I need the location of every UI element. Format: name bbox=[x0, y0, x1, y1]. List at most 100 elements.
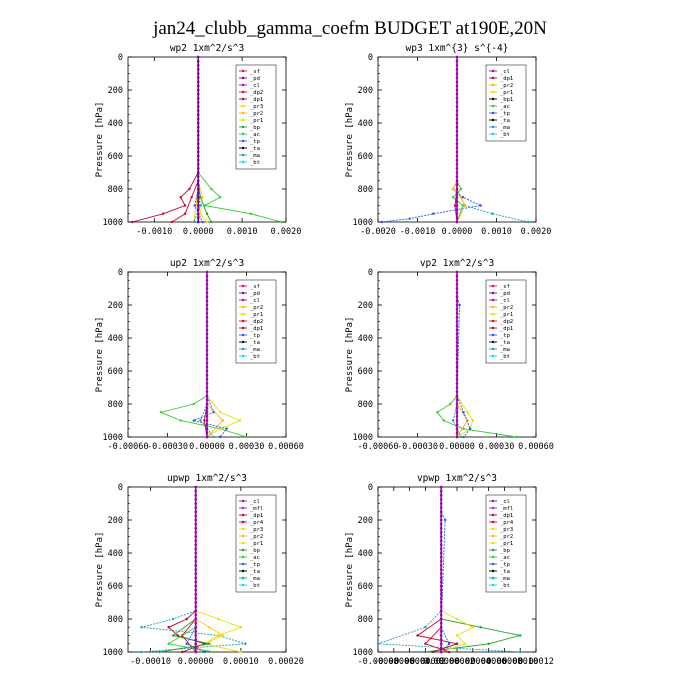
legend-marker bbox=[241, 305, 245, 309]
zero-profile-point bbox=[455, 270, 459, 274]
x-tick-label: 0.00002 bbox=[439, 657, 475, 667]
zero-profile-point bbox=[439, 514, 443, 518]
zero-profile-point bbox=[205, 320, 209, 323]
legend-marker bbox=[241, 146, 245, 150]
legend-label: _bt bbox=[500, 132, 510, 138]
zero-profile-point bbox=[455, 113, 459, 117]
legend: _cl_mfl_dp1_pr4_pr3_pr2_pr1_bp_ac_tp_ta_… bbox=[485, 494, 527, 593]
zero-profile-point bbox=[205, 435, 209, 439]
series-line bbox=[195, 487, 243, 653]
zero-profile-point bbox=[196, 117, 200, 121]
legend-marker bbox=[491, 104, 495, 108]
zero-profile-point bbox=[194, 485, 198, 489]
zero-profile-point bbox=[439, 547, 443, 551]
zero-profile-point bbox=[194, 617, 198, 621]
x-tick-label: 0.00060 bbox=[268, 442, 304, 452]
legend-marker bbox=[241, 354, 245, 358]
legend-marker bbox=[241, 319, 245, 323]
zero-profile-point bbox=[196, 191, 200, 195]
x-tick-label: -0.00030 bbox=[397, 442, 438, 452]
x-tick-label: 0.00008 bbox=[486, 657, 522, 667]
series-point bbox=[455, 634, 459, 637]
legend-marker bbox=[491, 583, 495, 587]
x-tick-label: -0.00004 bbox=[389, 657, 430, 667]
legend-label: _pr2 bbox=[250, 534, 263, 540]
y-tick-label: 1000 bbox=[353, 218, 373, 228]
legend-label: _ta bbox=[500, 118, 510, 124]
series-point bbox=[179, 196, 182, 199]
series-point bbox=[436, 411, 439, 414]
zero-profile-point bbox=[194, 522, 198, 526]
legend-marker bbox=[491, 90, 495, 94]
series-point bbox=[188, 187, 191, 191]
series-line bbox=[141, 487, 246, 653]
legend-marker bbox=[241, 69, 245, 73]
series-point bbox=[140, 650, 143, 654]
legend-marker bbox=[241, 499, 245, 503]
x-tick-label: 0.00000 bbox=[423, 657, 459, 667]
legend-marker bbox=[241, 291, 245, 295]
legend-marker bbox=[241, 534, 245, 538]
series-point bbox=[471, 626, 474, 629]
x-tick-label: 0.00030 bbox=[479, 442, 515, 452]
series-point bbox=[201, 196, 204, 199]
series-point bbox=[179, 419, 182, 422]
zero-profile-point bbox=[455, 76, 459, 79]
series-point bbox=[183, 212, 187, 215]
zero-profile-point bbox=[205, 369, 209, 373]
zero-profile-point bbox=[455, 109, 459, 112]
y-axis-label: Pressure [hPa] bbox=[345, 532, 355, 608]
zero-profile-point bbox=[455, 361, 459, 365]
legend-marker bbox=[491, 111, 495, 115]
y-axis-label: Pressure [hPa] bbox=[95, 532, 105, 608]
series-point bbox=[447, 642, 451, 645]
zero-profile-point bbox=[455, 208, 459, 211]
zero-profile-point bbox=[205, 398, 209, 402]
zero-profile-point bbox=[196, 68, 200, 71]
legend-marker bbox=[491, 312, 495, 316]
series-point bbox=[221, 634, 224, 637]
x-tick-label: 0.00006 bbox=[471, 657, 507, 667]
series-point bbox=[443, 518, 447, 522]
zero-profile-point bbox=[194, 646, 198, 650]
series-point bbox=[453, 204, 457, 207]
legend-label: _bp bbox=[250, 548, 260, 554]
zero-profile-point bbox=[455, 125, 459, 129]
x-tick-label: 0.0010 bbox=[227, 227, 258, 237]
legend-label: _tp bbox=[250, 562, 260, 568]
x-tick-label: 0.0000 bbox=[183, 227, 214, 237]
zero-profile-point bbox=[439, 601, 443, 604]
zero-profile-point bbox=[455, 410, 459, 414]
series-point bbox=[225, 427, 228, 430]
x-tick-label: -0.00030 bbox=[147, 442, 188, 452]
series-point bbox=[171, 617, 175, 621]
series-point bbox=[185, 617, 188, 621]
series-point bbox=[217, 617, 220, 621]
series-point bbox=[212, 435, 215, 439]
legend-marker bbox=[491, 520, 495, 524]
legend-label: _tp bbox=[250, 139, 260, 145]
zero-profile-point bbox=[196, 88, 200, 92]
series-point bbox=[479, 626, 482, 629]
zero-profile-point bbox=[194, 514, 198, 518]
series-point bbox=[468, 427, 472, 430]
x-tick-label: 0.0010 bbox=[481, 227, 512, 237]
series-pr2 bbox=[205, 272, 224, 439]
legend-label: _pd bbox=[250, 76, 260, 82]
zero-profile-point bbox=[205, 316, 209, 319]
chart-up2: up2 1xm^2/s^3 Pressure [hPa] 0 200 400 600 800… bbox=[95, 258, 304, 452]
zero-profile-point bbox=[455, 324, 459, 327]
series-point bbox=[424, 626, 427, 629]
legend: _sf_pd_cl_pr2_pr1_dp2_dp1_tp_ta_ma_bt bbox=[485, 279, 527, 364]
legend-marker bbox=[241, 76, 245, 80]
legend-marker bbox=[241, 312, 245, 316]
zero-profile-point bbox=[205, 406, 209, 410]
zero-profile-point bbox=[455, 150, 459, 154]
series-point bbox=[280, 220, 283, 224]
legend-marker bbox=[241, 97, 245, 101]
series-point bbox=[217, 634, 220, 637]
zero-profile-point bbox=[194, 539, 198, 542]
zero-profile-point bbox=[196, 216, 200, 220]
zero-profile-point bbox=[196, 76, 200, 79]
zero-profile-point bbox=[439, 638, 443, 641]
